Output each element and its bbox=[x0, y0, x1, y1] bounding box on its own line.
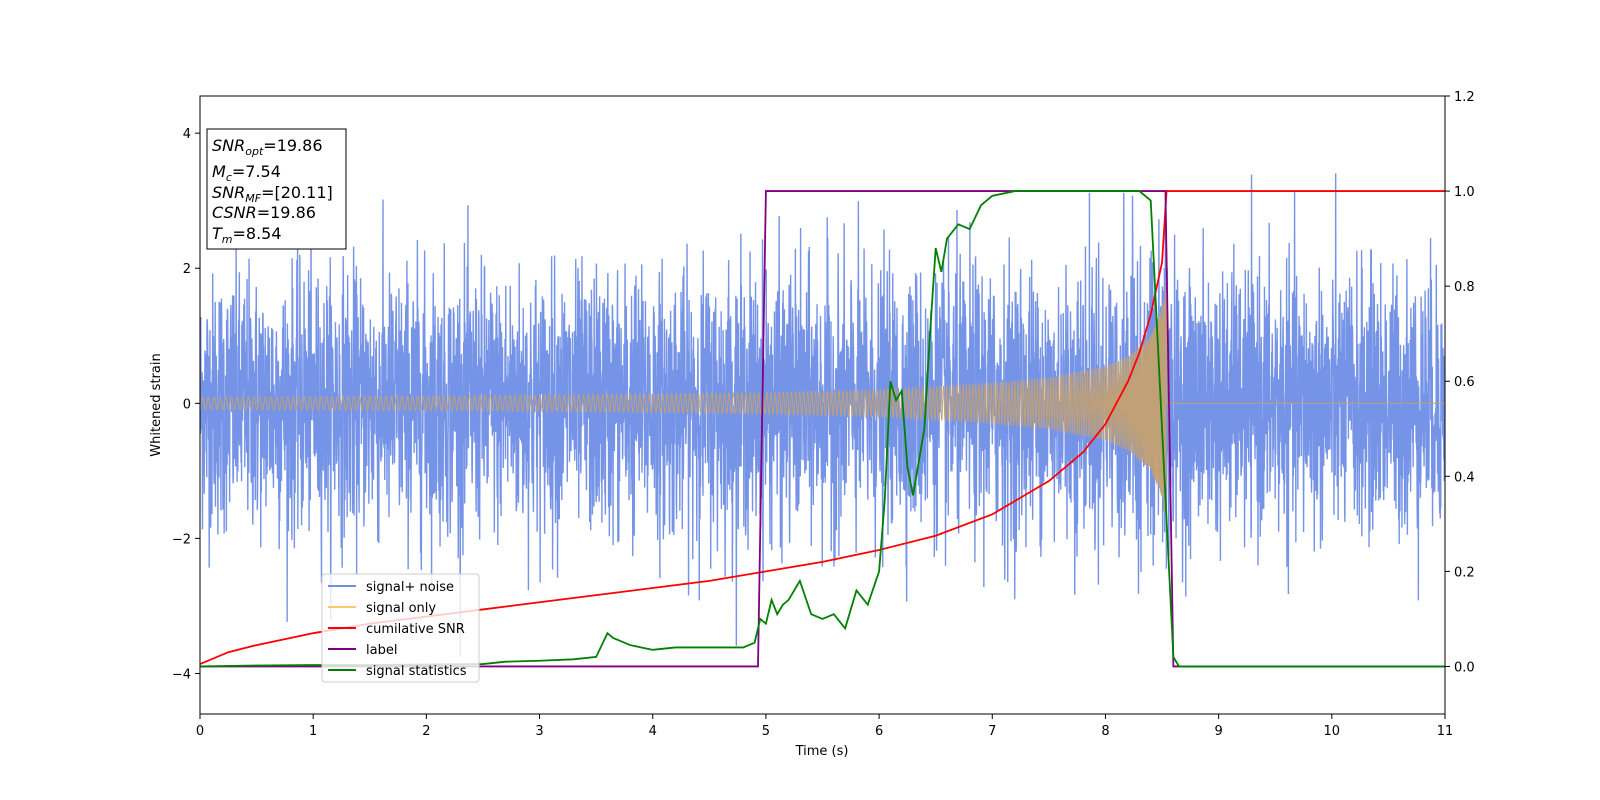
info-box: SNRopt=19.86 Mc=7.54SNRMF=[20.11]CSNR=19.… bbox=[206, 128, 347, 250]
x-tick-label: 8 bbox=[1101, 724, 1109, 739]
x-axis: 0 1 2 3 4 5 6 7 8 9 10 11 bbox=[196, 714, 1453, 739]
y-tick-label: −2 bbox=[172, 532, 191, 547]
y-axis-left: −4 −2 0 2 4 bbox=[172, 127, 200, 682]
y-tick-label: −4 bbox=[172, 667, 191, 682]
y-axis-right: 0.0 0.2 0.4 0.6 0.8 1.0 1.2 bbox=[1445, 90, 1475, 675]
info-box-line: Mc=7.54 bbox=[212, 162, 281, 184]
x-tick-label: 2 bbox=[422, 724, 430, 739]
x-tick-label: 10 bbox=[1324, 724, 1341, 739]
info-box-line: Tm=8.54 bbox=[212, 224, 282, 246]
x-axis-label: Time (s) bbox=[795, 744, 849, 759]
x-tick-label: 6 bbox=[875, 724, 883, 739]
y2-tick-label: 0.4 bbox=[1454, 470, 1475, 485]
legend-label: signal only bbox=[366, 601, 436, 616]
y2-tick-label: 0.0 bbox=[1454, 660, 1475, 675]
x-tick-label: 4 bbox=[649, 724, 657, 739]
info-box-line: SNRMF=[20.11] bbox=[212, 183, 333, 205]
legend-label: signal+ noise bbox=[366, 580, 454, 595]
legend-label: cumilative SNR bbox=[366, 622, 465, 637]
y2-tick-label: 1.0 bbox=[1454, 185, 1475, 200]
series-signal-only bbox=[200, 286, 1445, 514]
info-box-line: SNRopt=19.86 bbox=[212, 136, 323, 158]
info-box-frame bbox=[206, 128, 347, 250]
y-tick-label: 2 bbox=[183, 262, 191, 277]
y2-tick-label: 0.2 bbox=[1454, 565, 1475, 580]
info-box-line: CSNR=19.86 bbox=[212, 203, 316, 222]
axes-frame bbox=[199, 95, 1446, 715]
legend-label: label bbox=[366, 643, 397, 658]
series-signal-statistics bbox=[200, 190, 1445, 668]
x-tick-label: 1 bbox=[309, 724, 317, 739]
x-tick-label: 5 bbox=[762, 724, 770, 739]
y2-tick-label: 0.6 bbox=[1454, 375, 1475, 390]
legend-label: signal statistics bbox=[366, 664, 467, 679]
y2-tick-label: 1.2 bbox=[1454, 90, 1475, 105]
x-tick-label: 11 bbox=[1437, 724, 1454, 739]
y2-tick-label: 0.8 bbox=[1454, 280, 1475, 295]
x-tick-label: 9 bbox=[1214, 724, 1222, 739]
legend-frame bbox=[321, 573, 480, 683]
x-tick-label: 0 bbox=[196, 724, 204, 739]
y-axis-label: Whitened strain bbox=[149, 353, 164, 456]
y-tick-label: 0 bbox=[183, 397, 191, 412]
x-tick-label: 7 bbox=[988, 724, 996, 739]
legend: signal+ noise signal only cumilative SNR la… bbox=[321, 573, 480, 683]
x-tick-label: 3 bbox=[535, 724, 543, 739]
y-tick-label: 4 bbox=[183, 127, 191, 142]
